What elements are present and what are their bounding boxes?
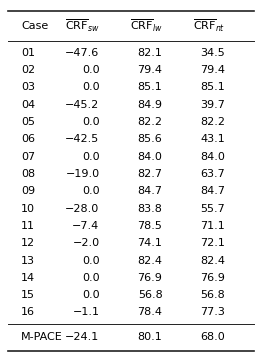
Text: 05: 05 [21, 117, 35, 127]
Text: 56.8: 56.8 [138, 290, 162, 300]
Text: 15: 15 [21, 290, 35, 300]
Text: 78.4: 78.4 [138, 308, 162, 318]
Text: 78.5: 78.5 [138, 221, 162, 231]
Text: 82.7: 82.7 [138, 169, 162, 179]
Text: −42.5: −42.5 [65, 134, 100, 144]
Text: 0.0: 0.0 [82, 151, 100, 161]
Text: 72.1: 72.1 [200, 238, 225, 248]
Text: 82.2: 82.2 [200, 117, 225, 127]
Text: $\overline{\mathregular{CRF}}_{lw}$: $\overline{\mathregular{CRF}}_{lw}$ [130, 18, 162, 34]
Text: 08: 08 [21, 169, 35, 179]
Text: 16: 16 [21, 308, 35, 318]
Text: 84.0: 84.0 [200, 151, 225, 161]
Text: 63.7: 63.7 [201, 169, 225, 179]
Text: 74.1: 74.1 [138, 238, 162, 248]
Text: 80.1: 80.1 [138, 333, 162, 342]
Text: 84.0: 84.0 [138, 151, 162, 161]
Text: 34.5: 34.5 [201, 48, 225, 58]
Text: 12: 12 [21, 238, 35, 248]
Text: 85.6: 85.6 [138, 134, 162, 144]
Text: −24.1: −24.1 [65, 333, 100, 342]
Text: 06: 06 [21, 134, 35, 144]
Text: $\overline{\mathregular{CRF}}_{sw}$: $\overline{\mathregular{CRF}}_{sw}$ [65, 18, 100, 34]
Text: 14: 14 [21, 273, 35, 283]
Text: 83.8: 83.8 [138, 204, 162, 214]
Text: −1.1: −1.1 [73, 308, 100, 318]
Text: $\overline{\mathregular{CRF}}_{nt}$: $\overline{\mathregular{CRF}}_{nt}$ [193, 18, 225, 34]
Text: 43.1: 43.1 [201, 134, 225, 144]
Text: 10: 10 [21, 204, 35, 214]
Text: M-PACE: M-PACE [21, 333, 63, 342]
Text: −47.6: −47.6 [65, 48, 100, 58]
Text: 82.4: 82.4 [138, 256, 162, 266]
Text: 55.7: 55.7 [201, 204, 225, 214]
Text: 13: 13 [21, 256, 35, 266]
Text: 0.0: 0.0 [82, 65, 100, 75]
Text: 0.0: 0.0 [82, 82, 100, 92]
Text: 09: 09 [21, 186, 35, 196]
Text: 84.7: 84.7 [200, 186, 225, 196]
Text: 76.9: 76.9 [138, 273, 162, 283]
Text: 0.0: 0.0 [82, 186, 100, 196]
Text: 84.9: 84.9 [138, 100, 162, 110]
Text: 82.4: 82.4 [200, 256, 225, 266]
Text: 71.1: 71.1 [201, 221, 225, 231]
Text: 77.3: 77.3 [200, 308, 225, 318]
Text: 0.0: 0.0 [82, 117, 100, 127]
Text: 79.4: 79.4 [138, 65, 162, 75]
Text: Case: Case [21, 21, 48, 31]
Text: 68.0: 68.0 [201, 333, 225, 342]
Text: −7.4: −7.4 [72, 221, 100, 231]
Text: 56.8: 56.8 [201, 290, 225, 300]
Text: 03: 03 [21, 82, 35, 92]
Text: 76.9: 76.9 [200, 273, 225, 283]
Text: 79.4: 79.4 [200, 65, 225, 75]
Text: 02: 02 [21, 65, 35, 75]
Text: 01: 01 [21, 48, 35, 58]
Text: 0.0: 0.0 [82, 273, 100, 283]
Text: −28.0: −28.0 [65, 204, 100, 214]
Text: 85.1: 85.1 [138, 82, 162, 92]
Text: −19.0: −19.0 [66, 169, 100, 179]
Text: 11: 11 [21, 221, 35, 231]
Text: 0.0: 0.0 [82, 256, 100, 266]
Text: −2.0: −2.0 [72, 238, 100, 248]
Text: 39.7: 39.7 [200, 100, 225, 110]
Text: −45.2: −45.2 [65, 100, 100, 110]
Text: 04: 04 [21, 100, 35, 110]
Text: 82.2: 82.2 [138, 117, 162, 127]
Text: 84.7: 84.7 [138, 186, 162, 196]
Text: 85.1: 85.1 [201, 82, 225, 92]
Text: 82.1: 82.1 [138, 48, 162, 58]
Text: 0.0: 0.0 [82, 290, 100, 300]
Text: 07: 07 [21, 151, 35, 161]
